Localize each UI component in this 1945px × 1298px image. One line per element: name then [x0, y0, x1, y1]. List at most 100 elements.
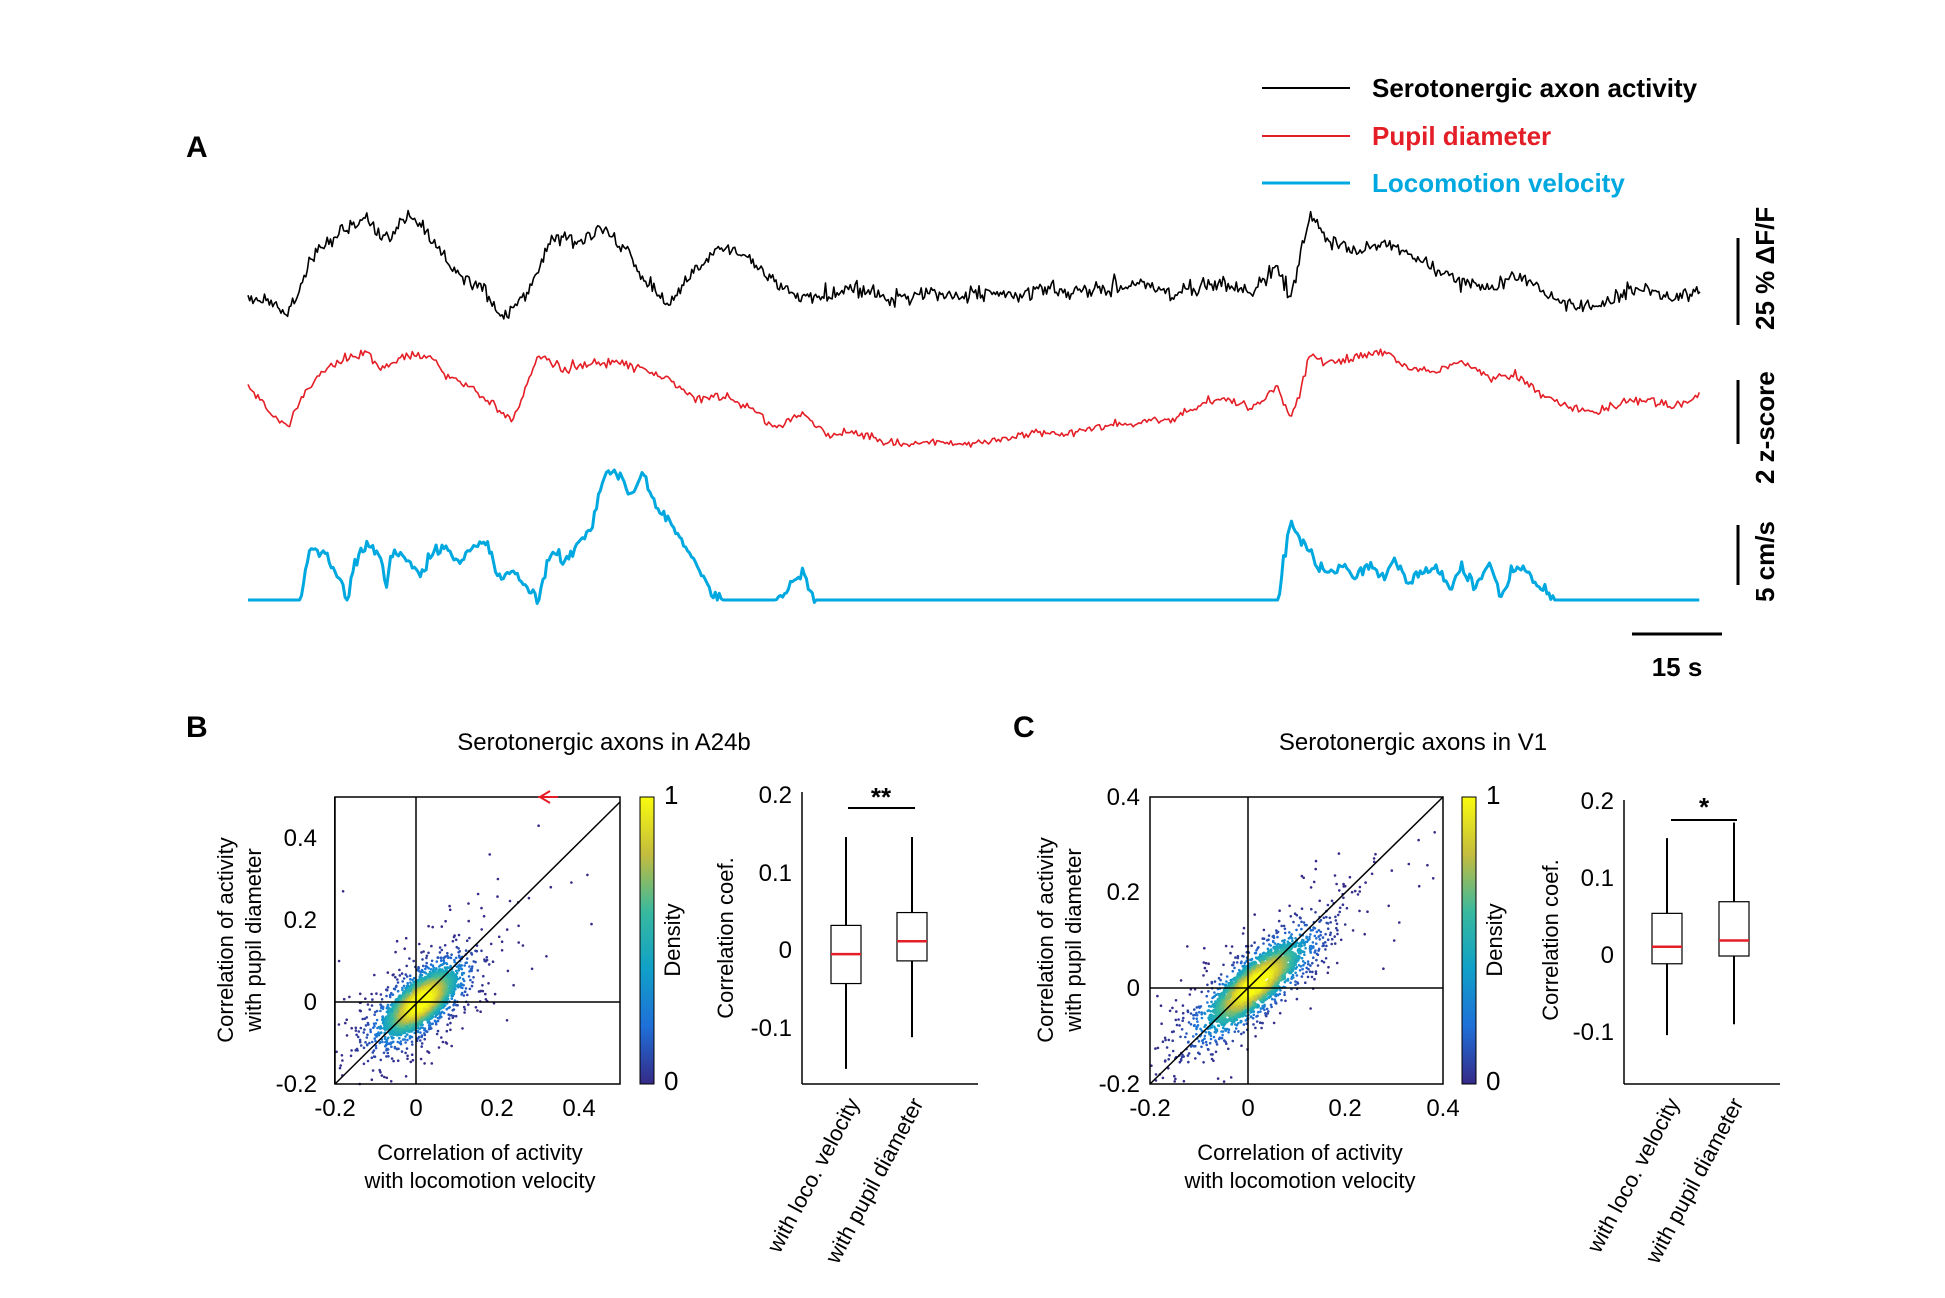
scatter-point	[436, 1029, 440, 1033]
scatter-point	[1207, 962, 1210, 965]
scatter-point	[1259, 1007, 1263, 1010]
scatter-point	[396, 1040, 400, 1044]
scatter-point	[452, 1003, 455, 1007]
scatter-point	[549, 885, 553, 889]
scatter-point	[1240, 1032, 1243, 1036]
scatter-point	[1175, 1010, 1178, 1013]
scatter-point	[393, 987, 397, 991]
scatter-point	[370, 1040, 374, 1044]
scatter-point	[1161, 1040, 1165, 1043]
scatter-point	[365, 1036, 369, 1039]
scatter-point	[379, 1031, 383, 1034]
scatter-point	[471, 965, 474, 968]
scatter-point	[401, 980, 405, 983]
scatter-point	[378, 1041, 382, 1044]
scatter-point	[392, 1059, 395, 1063]
scatter-point	[1225, 975, 1229, 978]
scatter-point	[1318, 938, 1322, 941]
scatter-point	[1224, 983, 1228, 987]
scatter-point	[392, 1036, 395, 1040]
scatter-point	[402, 984, 406, 988]
scatter-point	[1262, 928, 1266, 932]
scatter-point	[373, 973, 376, 977]
scatter-point	[1315, 937, 1318, 940]
scatter-point	[1322, 942, 1325, 945]
scatter-point	[1315, 952, 1319, 956]
scatter-point	[427, 1024, 431, 1027]
scatter-point	[396, 989, 400, 993]
scatter-point	[409, 1060, 413, 1064]
scatter-point	[1298, 933, 1302, 936]
scatter-point	[408, 974, 412, 977]
scatter-point	[471, 981, 474, 984]
scatter-point	[1218, 983, 1221, 986]
ylabel-b-line1: Correlation of activity	[213, 837, 238, 1042]
scatter-point	[460, 991, 464, 995]
scatter-point	[1333, 874, 1337, 877]
scatter-point	[419, 1057, 423, 1061]
scatter-point	[1317, 935, 1320, 938]
scatter-point	[1251, 1017, 1255, 1020]
scatter-point	[425, 961, 429, 965]
scatter-point	[345, 1034, 349, 1037]
scatter-point	[1302, 921, 1306, 924]
scatter-point	[357, 1030, 361, 1033]
scatter-point	[1303, 953, 1306, 956]
scatter-point	[403, 947, 407, 950]
scatter-point	[405, 964, 409, 968]
scatter-point	[411, 1058, 415, 1062]
scatter-point	[421, 958, 424, 961]
scatter-c-frame	[1149, 796, 1444, 1085]
scatter-point	[470, 953, 474, 956]
scatter-point	[404, 936, 408, 940]
scatter-point	[1233, 1023, 1237, 1026]
scatter-point	[1305, 970, 1308, 974]
scatter-point	[1392, 939, 1396, 942]
scatter-point	[344, 1021, 347, 1025]
scatter-point	[419, 1026, 423, 1029]
boxplot-c-yticks: -0.1 0 0.1 0.2	[1573, 788, 1614, 1046]
scatter-point	[1214, 1039, 1217, 1042]
scatter-point	[404, 1035, 407, 1038]
panel-label-a: A	[186, 131, 208, 164]
scatter-point	[1267, 934, 1271, 937]
scatter-point	[481, 989, 485, 993]
scatter-point	[386, 1047, 389, 1051]
scatter-point	[446, 1023, 449, 1026]
significance-c: *	[1699, 792, 1710, 822]
scatter-point	[385, 994, 388, 998]
scatter-point	[467, 919, 471, 923]
scatter-point	[425, 956, 428, 960]
scatter-point	[1317, 947, 1321, 951]
scatter-point	[1314, 972, 1318, 975]
scatter-point	[401, 1038, 405, 1041]
scatter-point	[1192, 1035, 1195, 1038]
scatter-point	[356, 1035, 360, 1039]
xtick: 0.4	[562, 1095, 595, 1122]
ylabel-c-line1: Correlation of activity	[1033, 837, 1058, 1042]
scatter-point	[1267, 1010, 1270, 1013]
scatter-point	[406, 1054, 409, 1058]
scatter-point	[454, 969, 458, 973]
scatter-point	[417, 1035, 421, 1039]
scatter-point	[481, 984, 484, 987]
scatter-point	[1296, 947, 1302, 953]
scatter-point	[1255, 1020, 1259, 1023]
scatter-point	[1159, 1004, 1163, 1007]
scatter-point	[434, 1022, 438, 1026]
scatter-point	[364, 1041, 367, 1044]
scatter-point	[1275, 993, 1278, 996]
scatter-point	[1194, 1057, 1197, 1060]
scatter-points-b	[335, 795, 593, 1086]
scatter-point	[1231, 1039, 1235, 1043]
ytick: 0.4	[1107, 784, 1140, 811]
scatter-point	[1230, 945, 1234, 948]
scatter-point	[505, 1019, 509, 1022]
scatter-point	[1329, 931, 1332, 935]
scatter-point	[506, 969, 510, 973]
scatter-point	[517, 924, 520, 928]
scatter-point	[375, 1018, 379, 1022]
scatter-point	[424, 972, 428, 975]
ytick: -0.2	[276, 1071, 317, 1098]
scatter-point	[449, 1021, 452, 1025]
